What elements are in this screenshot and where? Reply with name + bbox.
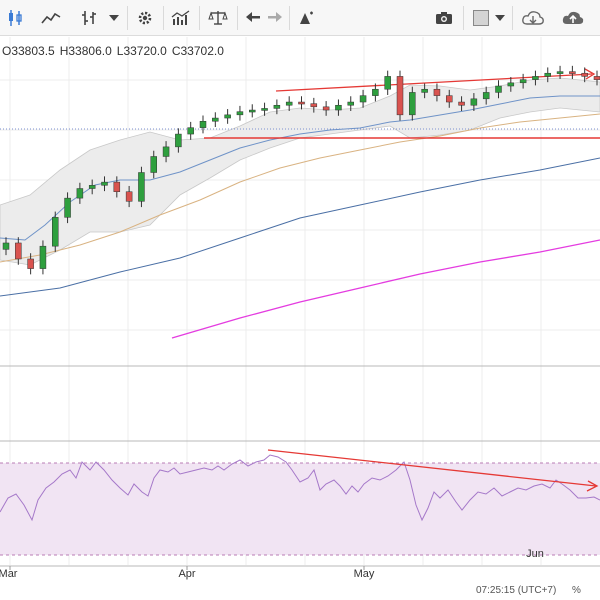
candle-bull — [199, 121, 207, 128]
ohlc-high: H33806.0 — [59, 44, 112, 58]
candle-bear — [298, 101, 305, 105]
candle-bear — [433, 88, 441, 96]
x-axis-label-apr: Apr — [178, 568, 195, 580]
candle-bull — [187, 127, 194, 135]
candle-bull — [421, 88, 428, 93]
redo-icon[interactable] — [264, 5, 286, 31]
bar-chart-icon[interactable] — [76, 5, 102, 31]
candle-bull — [224, 114, 231, 119]
ma-long-line — [171, 239, 600, 339]
candle-bull — [249, 109, 256, 113]
candle-bull — [76, 188, 84, 199]
candle-bull — [212, 117, 219, 122]
candle-bull — [495, 85, 502, 93]
ohlc-close: C33702.0 — [171, 44, 224, 58]
bollinger-band — [0, 77, 600, 266]
toolbar-divider — [289, 6, 290, 30]
toolbar-divider — [512, 6, 513, 30]
candle-bear — [396, 76, 404, 116]
gear-icon[interactable] — [133, 5, 157, 31]
toolbar-divider — [237, 6, 238, 30]
scale-icon[interactable] — [205, 5, 231, 31]
candle-bull — [335, 104, 342, 111]
status-time: 07:25:15 (UTC+7) — [476, 584, 557, 596]
candlestick-icon[interactable] — [4, 5, 26, 31]
candle-bull — [556, 71, 564, 74]
candle-bull — [470, 98, 478, 106]
ma-slow-line — [0, 157, 600, 297]
candle-bear — [446, 95, 453, 103]
candle-bull — [519, 79, 527, 84]
chevron-down-icon[interactable] — [492, 5, 508, 31]
rsi-overbought-zone — [0, 463, 600, 555]
candle-bear — [125, 191, 133, 202]
candle-bull — [359, 95, 367, 103]
candle-bull — [52, 217, 59, 247]
x-axis-label-jun: Jun — [526, 548, 544, 560]
indicators-icon[interactable] — [168, 5, 194, 31]
candle-bull — [138, 172, 145, 202]
candle-bull — [285, 101, 293, 106]
candle-bear — [27, 258, 34, 269]
candle-bear — [15, 242, 22, 260]
candle-bull — [384, 76, 391, 90]
ohlc-low: L33720.0 — [116, 44, 167, 58]
candle-bull — [409, 92, 416, 116]
candle-bear — [593, 76, 600, 80]
cloud-upload-icon[interactable] — [558, 5, 588, 31]
toolbar-divider — [199, 6, 200, 30]
candlestick-series — [2, 65, 600, 275]
candle-bear — [310, 103, 318, 108]
toolbar-divider — [463, 6, 464, 30]
camera-icon[interactable] — [431, 5, 457, 31]
candle-bull — [261, 108, 268, 111]
candle-bull — [88, 185, 96, 189]
candle-bear — [569, 71, 576, 74]
toolbar-divider — [163, 6, 164, 30]
candle-bull — [532, 76, 539, 80]
toolbar-divider — [127, 6, 128, 30]
candle-bull — [544, 72, 551, 77]
rsi-line — [0, 454, 600, 522]
undo-icon[interactable] — [242, 5, 264, 31]
candle-bull — [273, 104, 281, 109]
chevron-down-icon[interactable] — [106, 5, 122, 31]
ohlc-legend: O33803.5 H33806.0 L33720.0 C33702.0 — [2, 44, 229, 58]
drawing-icon[interactable] — [293, 5, 317, 31]
percent-toggle[interactable]: % — [572, 584, 581, 596]
candle-bull — [64, 197, 71, 218]
candle-bull — [236, 111, 244, 116]
candle-bull — [101, 181, 108, 186]
price-chart[interactable]: Mar Apr May Jun — [0, 37, 600, 600]
x-axis-label-may: May — [354, 568, 375, 580]
candle-bull — [175, 133, 182, 148]
color-swatch-icon[interactable] — [470, 5, 492, 31]
ohlc-open: O33803.5 — [2, 44, 55, 58]
candle-bull — [347, 101, 354, 106]
resistance-trendline[interactable] — [275, 73, 593, 92]
candle-bull — [39, 245, 47, 269]
cloud-download-icon[interactable] — [518, 5, 548, 31]
candle-bear — [113, 181, 121, 192]
rsi-trendline-arrowhead — [586, 480, 599, 492]
candle-bull — [150, 156, 157, 173]
x-axis-label-mar: Mar — [0, 568, 18, 580]
candle-bull — [162, 146, 170, 157]
candle-bear — [581, 72, 588, 77]
line-chart-icon[interactable] — [38, 5, 64, 31]
ma-mid-line — [0, 113, 600, 263]
candle-bear — [458, 101, 465, 106]
candle-bull — [482, 92, 490, 100]
candle-bull — [2, 242, 10, 250]
chart-toolbar — [0, 0, 600, 36]
candle-bull — [507, 82, 515, 87]
candle-bear — [322, 106, 330, 111]
candle-bull — [372, 88, 379, 96]
trendline-arrowhead — [584, 68, 596, 80]
rsi-divergence-trendline[interactable] — [267, 449, 597, 487]
